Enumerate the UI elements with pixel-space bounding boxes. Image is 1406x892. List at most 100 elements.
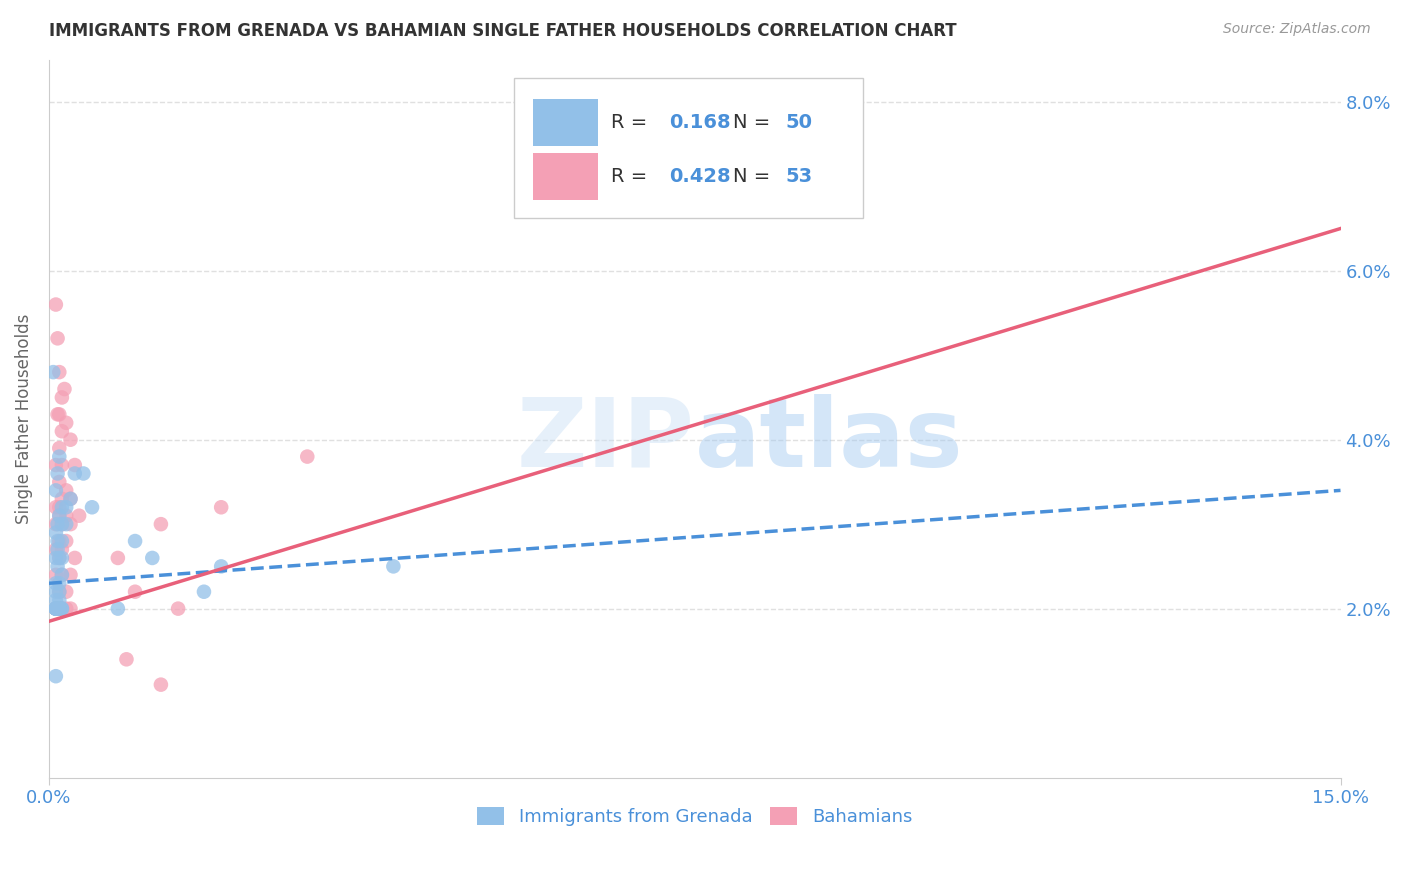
Point bbox=[45, 517, 67, 532]
Y-axis label: Single Father Households: Single Father Households bbox=[15, 313, 32, 524]
Point bbox=[45, 601, 67, 615]
Point bbox=[45, 601, 67, 615]
Text: atlas: atlas bbox=[695, 393, 963, 487]
Point bbox=[48, 441, 70, 455]
Point bbox=[55, 500, 77, 515]
Point bbox=[45, 551, 67, 566]
Point bbox=[45, 601, 67, 615]
Text: IMMIGRANTS FROM GRENADA VS BAHAMIAN SINGLE FATHER HOUSEHOLDS CORRELATION CHART: IMMIGRANTS FROM GRENADA VS BAHAMIAN SING… bbox=[49, 22, 957, 40]
Point bbox=[149, 678, 172, 692]
Point bbox=[45, 567, 67, 582]
Point bbox=[67, 508, 90, 523]
Point bbox=[727, 145, 749, 160]
Point bbox=[55, 416, 77, 430]
Point bbox=[51, 500, 73, 515]
Point bbox=[209, 559, 232, 574]
Point bbox=[48, 601, 70, 615]
Point bbox=[45, 458, 67, 472]
Point bbox=[48, 551, 70, 566]
Point bbox=[48, 534, 70, 549]
Text: R =: R = bbox=[610, 167, 654, 186]
Point bbox=[45, 593, 67, 607]
Point bbox=[51, 517, 73, 532]
Text: N =: N = bbox=[734, 113, 778, 132]
Point bbox=[48, 508, 70, 523]
Text: 53: 53 bbox=[785, 167, 813, 186]
Point bbox=[48, 551, 70, 566]
Point bbox=[45, 601, 67, 615]
Point bbox=[63, 458, 86, 472]
Point bbox=[297, 450, 319, 464]
Point bbox=[48, 601, 70, 615]
Point bbox=[55, 534, 77, 549]
Point bbox=[59, 567, 82, 582]
Text: ZIP: ZIP bbox=[517, 393, 695, 487]
Point bbox=[51, 491, 73, 506]
Point bbox=[59, 491, 82, 506]
Point bbox=[63, 467, 86, 481]
Point bbox=[48, 475, 70, 489]
FancyBboxPatch shape bbox=[533, 153, 598, 200]
FancyBboxPatch shape bbox=[515, 78, 863, 218]
Point bbox=[48, 584, 70, 599]
Point bbox=[48, 593, 70, 607]
Point bbox=[193, 584, 215, 599]
Point bbox=[45, 297, 67, 311]
Point bbox=[51, 567, 73, 582]
Point bbox=[45, 483, 67, 498]
Point bbox=[45, 542, 67, 557]
Point bbox=[46, 534, 69, 549]
Point bbox=[55, 584, 77, 599]
Point bbox=[149, 517, 172, 532]
Point bbox=[48, 500, 70, 515]
Point bbox=[124, 534, 146, 549]
Point bbox=[141, 551, 163, 566]
Point bbox=[46, 559, 69, 574]
Point bbox=[42, 365, 65, 379]
Point bbox=[51, 542, 73, 557]
Point bbox=[45, 601, 67, 615]
Point bbox=[48, 408, 70, 422]
Point bbox=[51, 458, 73, 472]
Point bbox=[45, 584, 67, 599]
Point bbox=[45, 601, 67, 615]
Point bbox=[55, 508, 77, 523]
Point bbox=[46, 331, 69, 345]
Point bbox=[51, 567, 73, 582]
Point bbox=[48, 450, 70, 464]
Point bbox=[46, 408, 69, 422]
Point bbox=[51, 601, 73, 615]
Point bbox=[107, 601, 129, 615]
Point bbox=[53, 382, 76, 396]
Point bbox=[48, 601, 70, 615]
Point bbox=[48, 508, 70, 523]
Point bbox=[80, 500, 103, 515]
Point bbox=[59, 601, 82, 615]
FancyBboxPatch shape bbox=[533, 99, 598, 145]
Point bbox=[48, 601, 70, 615]
Point bbox=[46, 517, 69, 532]
Text: Source: ZipAtlas.com: Source: ZipAtlas.com bbox=[1223, 22, 1371, 37]
Point bbox=[51, 517, 73, 532]
Point bbox=[124, 584, 146, 599]
Point bbox=[51, 601, 73, 615]
Point bbox=[115, 652, 138, 666]
Point bbox=[51, 601, 73, 615]
Point bbox=[51, 424, 73, 438]
Point bbox=[51, 534, 73, 549]
Point bbox=[45, 500, 67, 515]
Point bbox=[107, 551, 129, 566]
Point bbox=[48, 365, 70, 379]
Point bbox=[45, 601, 67, 615]
Point bbox=[51, 391, 73, 405]
Point bbox=[51, 551, 73, 566]
Point bbox=[45, 576, 67, 591]
Point bbox=[46, 542, 69, 557]
Point bbox=[48, 601, 70, 615]
Point bbox=[55, 483, 77, 498]
Point bbox=[59, 517, 82, 532]
Point bbox=[382, 559, 405, 574]
Point bbox=[45, 669, 67, 683]
Legend: Immigrants from Grenada, Bahamians: Immigrants from Grenada, Bahamians bbox=[477, 806, 912, 826]
Point bbox=[63, 551, 86, 566]
